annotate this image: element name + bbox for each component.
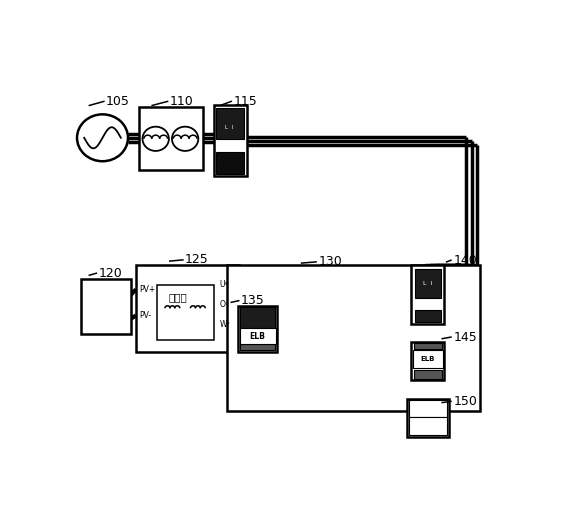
Bar <box>409 417 447 435</box>
Bar <box>217 108 244 140</box>
Text: 逆变器: 逆变器 <box>169 292 188 302</box>
Bar <box>409 400 447 417</box>
Bar <box>156 286 214 340</box>
Bar <box>139 108 203 170</box>
Bar <box>227 265 480 411</box>
Text: 130: 130 <box>318 255 342 268</box>
Text: 145: 145 <box>453 331 477 343</box>
Text: 140: 140 <box>453 254 477 267</box>
Bar <box>414 370 442 379</box>
Text: 150: 150 <box>453 395 477 408</box>
Text: ELB: ELB <box>421 356 435 362</box>
Bar <box>214 106 247 176</box>
Text: 120: 120 <box>99 267 122 280</box>
Text: 135: 135 <box>241 294 265 307</box>
Bar <box>414 343 442 349</box>
Text: 125: 125 <box>185 254 209 266</box>
Bar <box>407 398 448 437</box>
Bar <box>238 306 277 352</box>
Text: 115: 115 <box>234 95 257 108</box>
Bar <box>136 265 239 352</box>
Bar <box>414 269 441 298</box>
Text: 110: 110 <box>170 95 193 108</box>
Text: L  l: L l <box>424 281 433 286</box>
Text: Uᵍ: Uᵍ <box>219 280 228 289</box>
Bar <box>240 308 275 328</box>
Text: PV-: PV- <box>139 311 151 320</box>
Bar <box>81 279 131 334</box>
Text: PV+: PV+ <box>139 285 155 294</box>
Bar <box>414 310 441 322</box>
Bar <box>240 328 276 344</box>
Text: Wᵍ: Wᵍ <box>219 320 230 329</box>
Text: L  l: L l <box>225 125 233 130</box>
Bar <box>412 342 445 380</box>
Bar <box>412 265 445 324</box>
Text: 105: 105 <box>106 95 130 108</box>
Bar <box>240 344 275 350</box>
Text: ELB: ELB <box>249 332 265 341</box>
Bar <box>217 152 244 174</box>
Text: Oᵍ: Oᵍ <box>219 300 229 309</box>
Bar <box>413 350 443 368</box>
